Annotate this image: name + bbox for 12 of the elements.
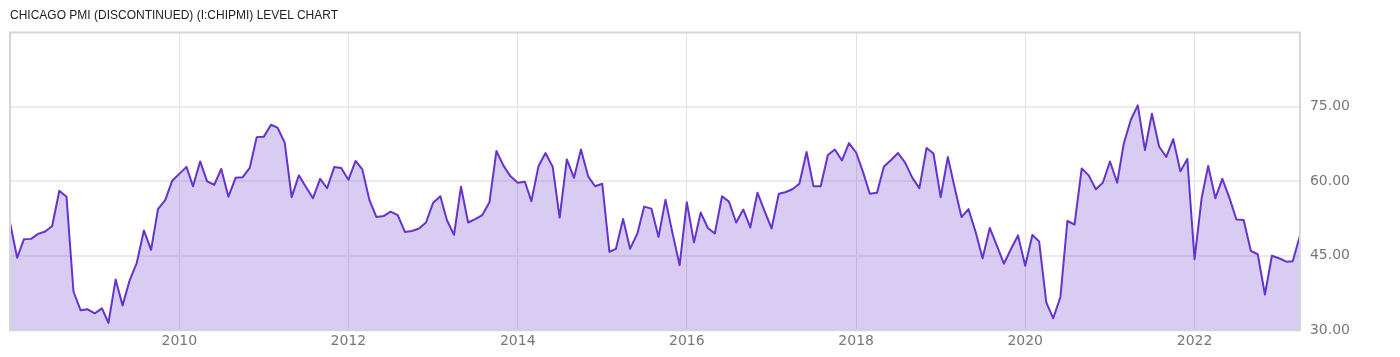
y-tick-label: 30.00 — [1309, 320, 1351, 337]
x-tick-label: 2020 — [1007, 332, 1044, 349]
x-tick-label: 2022 — [1176, 332, 1213, 349]
x-tick-label: 2010 — [161, 332, 198, 349]
y-tick-label: 75.00 — [1309, 97, 1351, 114]
x-tick-label: 2018 — [838, 332, 874, 349]
x-tick-label: 2012 — [330, 332, 367, 349]
y-tick-label: 45.00 — [1309, 246, 1351, 263]
chart-title: CHICAGO PMI (DISCONTINUED) (I:CHIPMI) LEVEL CHART — [10, 7, 339, 22]
x-tick-label: 2016 — [668, 332, 705, 349]
x-tick-label: 2014 — [499, 332, 536, 349]
y-tick-label: 60.00 — [1309, 171, 1351, 188]
